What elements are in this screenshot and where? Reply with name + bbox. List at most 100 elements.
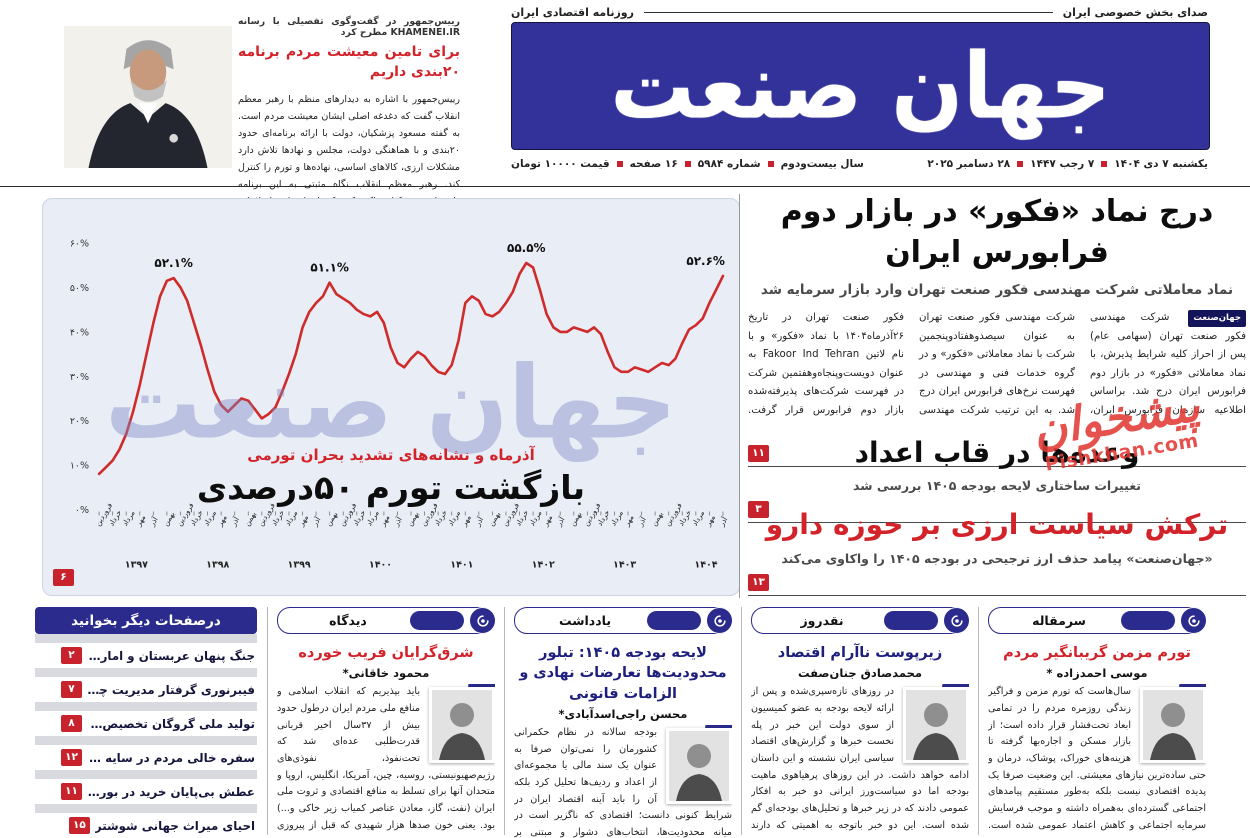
pharma-headline: ترکش سیاست ارزی بر حوزه دارو xyxy=(765,508,1229,541)
article-divider xyxy=(748,521,1246,523)
fakoor-article: درج نماد «فکور» در بازار دوم فرابورس ایر… xyxy=(748,192,1246,467)
svg-text:۱۳۹۷: ۱۳۹۷ xyxy=(125,560,148,571)
read-more-list: جنگ پنهان عربستان و امارات در یمن ۲ فیبر… xyxy=(35,634,257,838)
svg-text:بهمن: بهمن xyxy=(405,510,421,528)
svg-text:بهمن: بهمن xyxy=(649,510,665,528)
issue-part: شماره ۵۹۸۴ xyxy=(698,158,781,170)
read-more-title: احیای میراث جهانی شوشتر xyxy=(94,818,255,833)
jahan-sanat-logo-icon xyxy=(469,607,496,634)
svg-text:مرداد: مرداد xyxy=(446,509,462,528)
svg-text:آذر: آذر xyxy=(716,514,730,528)
column-author: موسی احمدزاده * xyxy=(1046,666,1148,681)
opinion-column: نقدروز زیرپوست ناآرام اقتصاد محمدصادق جن… xyxy=(741,607,978,835)
promises-headline: وعده‌ها در قاب اعداد xyxy=(854,436,1140,469)
svg-text:۵۰%: ۵۰% xyxy=(70,283,89,294)
opinion-column: سرمقاله تورم مزمن گریبانگیر مردم موسی اح… xyxy=(978,607,1215,835)
page-number-badge: ۱۲ xyxy=(61,749,82,766)
column-author: محمود خاقانی* xyxy=(342,666,430,681)
newspaper-logo: جهان صنعت xyxy=(511,22,1210,150)
opinion-columns: سرمقاله تورم مزمن گریبانگیر مردم موسی اح… xyxy=(267,607,1215,838)
svg-text:آذر: آذر xyxy=(634,514,648,528)
page-number-badge: ۷ xyxy=(61,681,82,698)
column-body-text: بودجه سالانه در نظام حکمرانی کشورمان را … xyxy=(514,726,732,838)
date-part: ۲۸ دسامبر ۲۰۲۵ xyxy=(927,158,1030,170)
column-body-text: در روزهای تازه‌سپری‌شده و پس از ارائه لا… xyxy=(751,686,969,831)
lead-body: رییس‌جمهور با اشاره به دیدارهای منظم با … xyxy=(238,94,460,206)
pharma-article: ترکش سیاست ارزی بر حوزه دارو «جهان‌صنعت»… xyxy=(748,506,1246,596)
section-label: نقدروز xyxy=(800,613,844,628)
date-part: یکشنبه ۷ دی ۱۴۰۴ xyxy=(1114,158,1208,170)
fakoor-page-ref: ۱۱ xyxy=(748,441,1246,462)
issue-part: سال بیست‌ودوم xyxy=(780,158,864,170)
column-title: تورم مزمن گریبانگیر مردم xyxy=(1003,645,1191,661)
svg-text:۱۴۰۳: ۱۴۰۳ xyxy=(613,560,636,571)
column-body: سال‌هاست که تورم مزمن و فراگیر زندگی روز… xyxy=(988,684,1206,834)
promises-article: وعده‌ها در قاب اعداد تغییرات ساختاری لای… xyxy=(748,434,1246,523)
fakoor-headline: درج نماد «فکور» در بازار دوم فرابورس ایر… xyxy=(780,194,1214,270)
column-body-text: باید بپذیریم که انقلاب اسلامی و منافع مل… xyxy=(277,686,495,831)
svg-text:۱۴۰۰: ۱۴۰۰ xyxy=(369,560,392,571)
page-number-badge: ۱۱ xyxy=(748,444,769,462)
divider xyxy=(643,12,1053,13)
svg-text:بهمن: بهمن xyxy=(568,510,584,528)
svg-text:۵۱.۱%: ۵۱.۱% xyxy=(310,261,349,275)
jahan-sanat-logo-icon xyxy=(706,607,733,634)
chart-titles: آذرماه و نشانه‌های تشدید بحران تورمی باز… xyxy=(43,446,739,507)
svg-text:آذر: آذر xyxy=(146,514,160,528)
svg-text:۳۰%: ۳۰% xyxy=(70,372,89,383)
page-number-badge: ۱۱ xyxy=(61,783,82,800)
masthead: صدای بخش خصوصی ایران روزنامه اقتصادی ایر… xyxy=(455,0,1250,186)
inflation-chart: ۶۰%۵۰%۴۰%۳۰%۲۰%۱۰%۰% فروردینخردادمردادمهر… xyxy=(70,239,730,571)
fakoor-body: جهان‌صنعت شرکت مهندسی فکور صنعت تهران (س… xyxy=(748,309,1246,437)
svg-text:۶۰%: ۶۰% xyxy=(70,239,89,250)
read-more-title: تولید ملی گروگان تخصیص ارز xyxy=(87,716,255,731)
article-divider xyxy=(748,594,1246,596)
svg-text:۴۰%: ۴۰% xyxy=(70,327,89,338)
svg-text:۱۳۹۸: ۱۳۹۸ xyxy=(206,560,229,571)
header-divider xyxy=(0,186,1250,187)
pharma-page-ref: ۱۳ xyxy=(748,570,1246,591)
promises-subtitle: تغییرات ساختاری لایحه بودجه ۱۴۰۵ بررسی ش… xyxy=(853,477,1141,493)
read-more-item: سفره خالی مردم در سایه انفعال وزارت جهاد… xyxy=(35,736,257,770)
page-number-badge: ۲ xyxy=(61,647,82,664)
section-label: یادداشت xyxy=(558,613,612,628)
date-line: یکشنبه ۷ دی ۱۴۰۴ ۷ رجب ۱۴۴۷ ۲۸ دسامبر ۲۰۲۵ xyxy=(927,158,1208,170)
svg-text:آذر: آذر xyxy=(553,514,567,528)
issue-line: سال بیست‌ودوم شماره ۵۹۸۴ ۱۶ صفحه قیمت ۱۰۰۰۰… xyxy=(511,158,864,170)
svg-text:مرداد: مرداد xyxy=(120,509,136,528)
read-more-item: تولید ملی گروگان تخصیص ارز ۸ xyxy=(35,702,257,736)
masthead-dateline: یکشنبه ۷ دی ۱۴۰۴ ۷ رجب ۱۴۴۷ ۲۸ دسامبر ۲۰۲۵… xyxy=(511,158,1208,170)
page-number-badge: ۳ xyxy=(748,500,769,518)
read-more-item: جنگ پنهان عربستان و امارات در یمن ۲ xyxy=(35,634,257,668)
jahan-sanat-logo-icon xyxy=(1180,607,1207,634)
svg-text:آذر: آذر xyxy=(390,514,404,528)
page-number-badge: ۱۳ xyxy=(748,573,769,591)
pill-tab-decoration xyxy=(884,611,938,630)
section-header-pill: یادداشت xyxy=(514,607,733,634)
svg-text:۱۰%: ۱۰% xyxy=(70,461,89,472)
vertical-divider xyxy=(739,194,740,598)
read-more-item: فیبرنوری گرفتار مدیریت چندپاره! ۷ xyxy=(35,668,257,702)
svg-text:بهمن: بهمن xyxy=(324,510,340,528)
page-number-badge: ۶ xyxy=(53,569,74,586)
president-photo xyxy=(64,26,232,168)
column-title: لایحه بودجه ۱۴۰۵: تبلور محدودیت‌ها تعارض… xyxy=(519,645,727,702)
president-photo-illustration xyxy=(66,26,230,168)
section-header-pill: نقدروز xyxy=(751,607,970,634)
fakoor-subtitle: نماد معاملاتی شرکت مهندسی فکور صنعت تهرا… xyxy=(760,282,1234,298)
chart-kicker: آذرماه و نشانه‌های تشدید بحران تورمی xyxy=(247,446,535,464)
author-photo xyxy=(1140,687,1206,764)
pill-tab-decoration xyxy=(1121,611,1175,630)
fakoor-body-text: شرکت مهندسی فکور صنعت تهران (سهامی عام) … xyxy=(748,312,1246,416)
article-divider xyxy=(748,465,1246,467)
svg-text:۵۵.۵%: ۵۵.۵% xyxy=(507,241,546,255)
svg-text:مرداد: مرداد xyxy=(527,509,543,528)
column-body: باید بپذیریم که انقلاب اسلامی و منافع مل… xyxy=(277,684,495,834)
column-author: محمدصادق جنان‌صفت xyxy=(797,666,923,681)
author-photo xyxy=(429,687,495,764)
masthead-slogan: صدای بخش خصوصی ایران xyxy=(1062,6,1208,19)
inflation-chart-panel: ۶۰% ۵۰% ۴۰% ۳۰% ۲۰% ۱۰% ۰% فروردین خرداد مرداد مهر… xyxy=(42,198,740,596)
column-body: بودجه سالانه در نظام حکمرانی کشورمان را … xyxy=(514,725,732,838)
section-label: سرمقاله xyxy=(1032,613,1086,628)
svg-text:مرداد: مرداد xyxy=(609,509,625,528)
